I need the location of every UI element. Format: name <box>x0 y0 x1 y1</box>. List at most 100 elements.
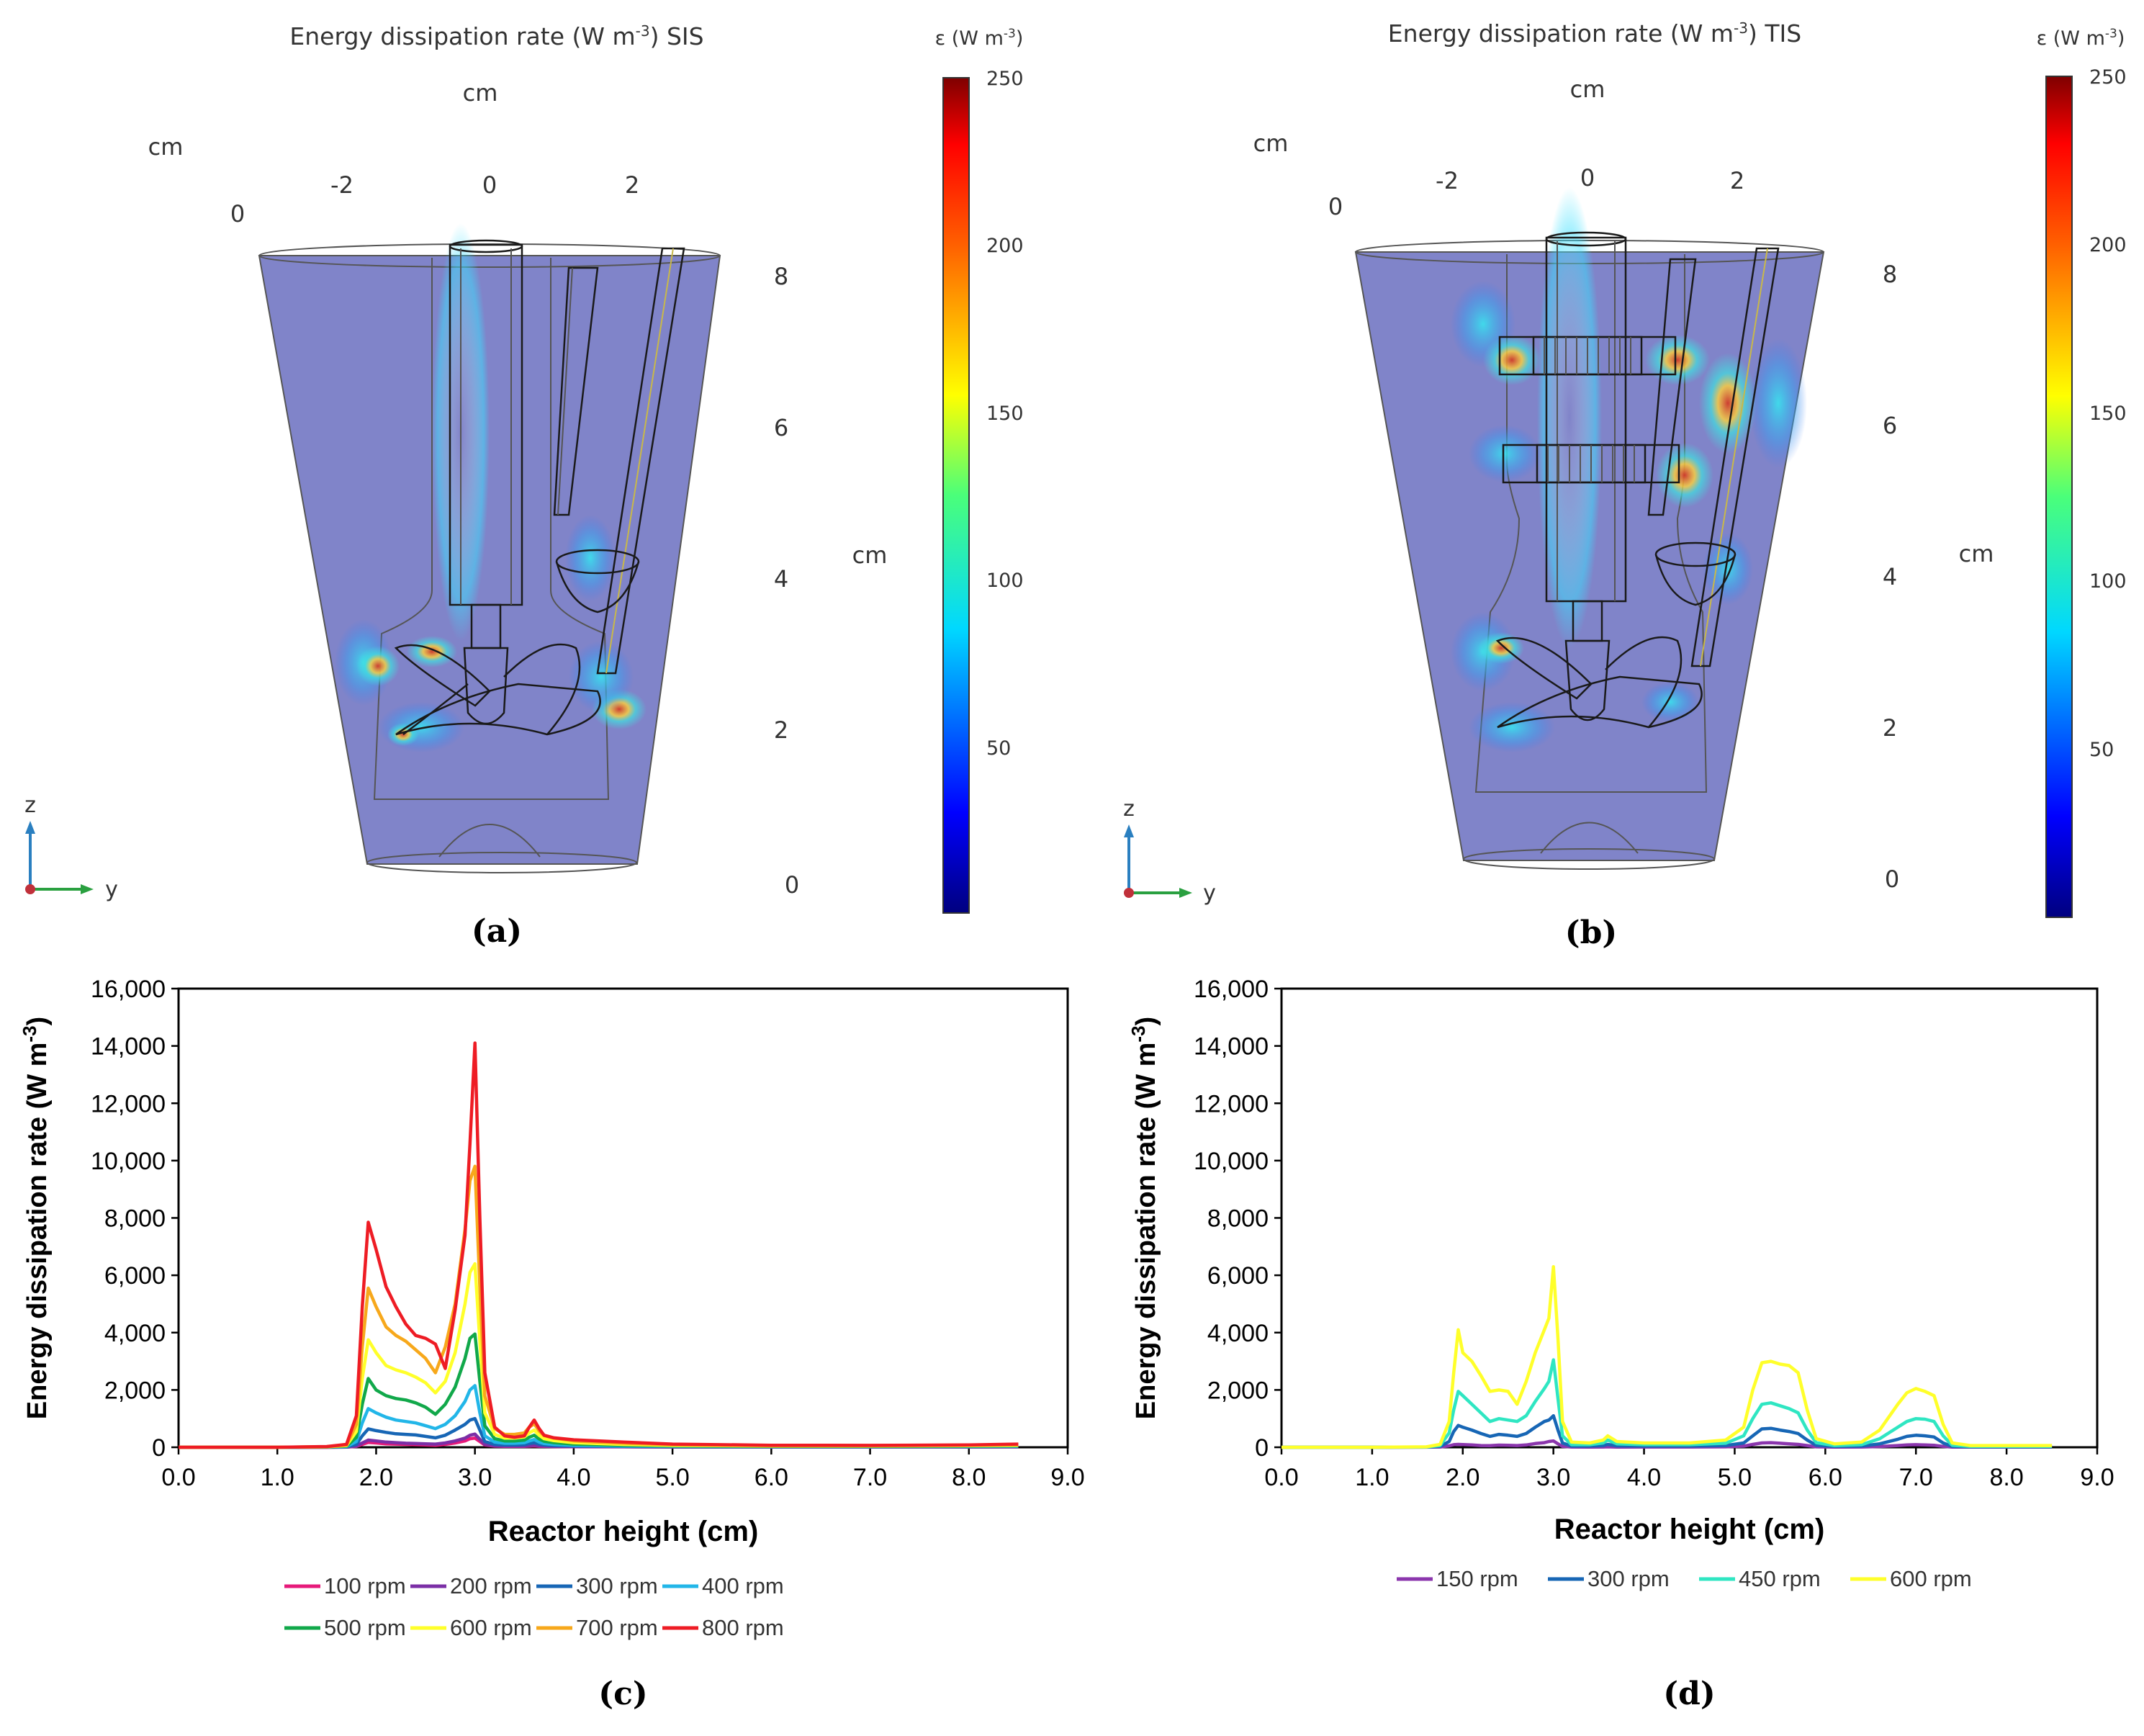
x-axis-label: Reactor height (cm) <box>488 1516 759 1547</box>
panel-b-ytick: 0 <box>1580 164 1595 192</box>
y-tick-label: 14,000 <box>1194 1033 1269 1061</box>
axis-triad-b: z y <box>1123 796 1216 906</box>
colorbar-b-tick: 50 <box>2089 739 2114 761</box>
x-tick-label: 8.0 <box>952 1464 986 1491</box>
legend-label: 800 rpm <box>702 1615 784 1640</box>
legend-label: 600 rpm <box>450 1615 532 1640</box>
colorbar-a-label: ε (W m-3) <box>935 27 1024 50</box>
panel-b-ztick: 0 <box>1885 865 1899 893</box>
panel-b-ztick: 6 <box>1883 412 1897 439</box>
y-tick-label: 12,000 <box>91 1090 166 1117</box>
y-axis-label: Energy dissipation rate (W m-3) <box>1127 1017 1161 1419</box>
panel-a-unit-top: cm <box>463 79 498 107</box>
x-tick-label: 9.0 <box>2080 1464 2114 1491</box>
legend-label: 300 rpm <box>1587 1566 1670 1591</box>
panel-b-label: (b) <box>1565 914 1617 951</box>
colorbar-b-tick: 250 <box>2089 66 2127 89</box>
y-tick-label: 8,000 <box>1207 1205 1269 1233</box>
y-tick-label: 6,000 <box>104 1262 166 1290</box>
colorbar-b-tick: 200 <box>2089 234 2127 256</box>
x-tick-label: 4.0 <box>557 1464 590 1491</box>
panel-a-ztick: 0 <box>785 871 799 899</box>
panel-b-ztick: 2 <box>1883 714 1897 742</box>
x-tick-label: 7.0 <box>1899 1464 1933 1491</box>
x-tick-label: 0.0 <box>1264 1464 1298 1491</box>
series-line-450-rpm <box>1282 1358 2053 1449</box>
y-tick-label: 8,000 <box>104 1205 166 1233</box>
panel-b-xtick-zero: 0 <box>1328 193 1343 220</box>
colorbar-a <box>942 77 970 914</box>
plot-frame <box>1280 987 2099 1449</box>
panel-a-label: (a) <box>472 913 522 950</box>
reactor-sis <box>258 223 721 873</box>
colorbar-b-label: ε (W m-3) <box>2037 27 2125 50</box>
series-line-300-rpm <box>1282 1413 2053 1449</box>
x-tick-label: 6.0 <box>755 1464 788 1491</box>
panel-b-ztick: 8 <box>1883 261 1897 288</box>
panel-label-c: (c) <box>598 1676 647 1712</box>
x-tick-label: 8.0 <box>1989 1464 2023 1491</box>
legend-label: 400 rpm <box>702 1573 784 1598</box>
colorbar-a-tick: 50 <box>986 737 1011 760</box>
x-tick-label: 2.0 <box>1446 1464 1479 1491</box>
axis-y-label: y <box>1203 881 1216 906</box>
panel-b-unit-left: cm <box>1253 130 1289 157</box>
x-tick-label: 6.0 <box>1809 1464 1842 1491</box>
panel-a: Energy dissipation rate (W m-3) SIS cm c… <box>24 22 1023 950</box>
y-tick-label: 10,000 <box>1194 1148 1269 1175</box>
y-tick-label: 14,000 <box>91 1033 166 1061</box>
x-tick-label: 9.0 <box>1050 1464 1084 1491</box>
legend-label: 150 rpm <box>1436 1566 1518 1591</box>
x-tick-label: 1.0 <box>1355 1464 1389 1491</box>
panel-a-ytick: 0 <box>482 171 497 199</box>
plot-frame <box>177 987 1069 1449</box>
y-tick-label: 6,000 <box>1207 1262 1269 1290</box>
y-tick-label: 0 <box>1255 1434 1269 1462</box>
axis-y-label: y <box>105 877 118 902</box>
panel-a-ztick: 6 <box>774 414 788 441</box>
chart-c: 0 2,000 4,000 6,000 8,000 10,000 12,000 14,000 1… <box>19 976 1085 1712</box>
colorbar-b-tick: 100 <box>2089 570 2127 593</box>
reactor-tis <box>1354 187 1825 870</box>
legend-label: 300 rpm <box>576 1573 658 1598</box>
y-tick-label: 2,000 <box>104 1377 166 1404</box>
series-line-600-rpm <box>1282 1264 2053 1449</box>
panel-a-ztick: 4 <box>774 565 788 593</box>
panel-b-unit-right: cm <box>1959 540 1994 567</box>
panel-a-unit-left: cm <box>148 133 184 161</box>
series-line-700-rpm <box>179 1164 1019 1449</box>
axis-z-label: z <box>24 793 36 818</box>
x-tick-label: 3.0 <box>458 1464 492 1491</box>
panel-b-unit-top: cm <box>1570 76 1605 103</box>
colorbar-a-tick: 100 <box>986 570 1024 592</box>
panel-b: Energy dissipation rate (W m-3) TIS cm c… <box>1123 19 2126 951</box>
panel-a-ytick: 2 <box>625 171 639 199</box>
series-line-600-rpm <box>179 1261 1019 1449</box>
panel-a-unit-right: cm <box>852 541 888 569</box>
series-line-400-rpm <box>179 1384 1019 1449</box>
y-tick-label: 0 <box>152 1434 166 1462</box>
y-axis-label: Energy dissipation rate (W m-3) <box>19 1017 53 1419</box>
x-tick-label: 0.0 <box>161 1464 195 1491</box>
axis-triad-a: z y <box>24 793 118 902</box>
legend-label: 600 rpm <box>1890 1566 1972 1591</box>
panel-a-ytick: -2 <box>330 171 353 199</box>
panel-a-ztick: 8 <box>774 263 788 290</box>
axis-z-label: z <box>1123 796 1135 822</box>
panel-b-ytick: 2 <box>1730 167 1744 194</box>
panel-a-title: Energy dissipation rate (W m-3) SIS <box>289 22 703 50</box>
legend-label: 200 rpm <box>450 1573 532 1598</box>
x-tick-label: 5.0 <box>655 1464 689 1491</box>
panel-label-d: (d) <box>1663 1676 1715 1712</box>
series-line-500-rpm <box>179 1332 1019 1449</box>
panel-b-ztick: 4 <box>1883 563 1897 590</box>
colorbar-b <box>2045 76 2073 918</box>
x-tick-label: 7.0 <box>853 1464 887 1491</box>
panel-a-ztick: 2 <box>774 716 788 744</box>
panel-b-ytick: -2 <box>1436 167 1459 194</box>
chart-d: 0 2,000 4,000 6,000 8,000 10,000 12,000 14,000 1… <box>1127 976 2114 1712</box>
colorbar-a-tick: 150 <box>986 402 1024 425</box>
y-tick-label: 2,000 <box>1207 1377 1269 1404</box>
y-tick-label: 10,000 <box>91 1148 166 1175</box>
